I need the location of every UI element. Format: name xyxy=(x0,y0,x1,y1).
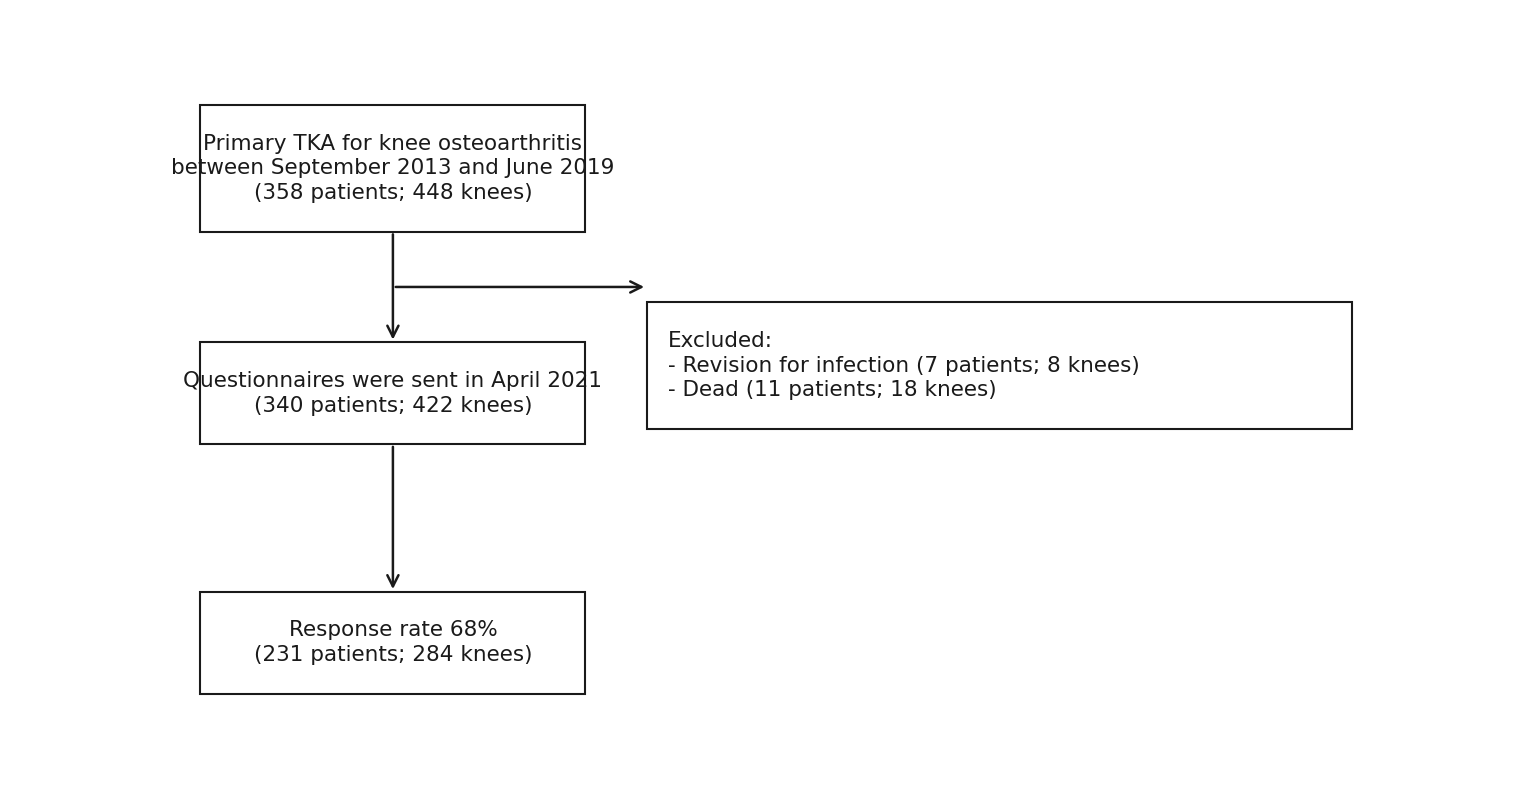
Text: - Dead (11 patients; 18 knees): - Dead (11 patients; 18 knees) xyxy=(668,380,996,400)
Text: between September 2013 and June 2019: between September 2013 and June 2019 xyxy=(171,158,614,178)
Text: (358 patients; 448 knees): (358 patients; 448 knees) xyxy=(254,183,532,203)
Text: Primary TKA for knee osteoarthritis: Primary TKA for knee osteoarthritis xyxy=(203,134,582,154)
Text: Response rate 68%: Response rate 68% xyxy=(289,620,497,640)
Text: Questionnaires were sent in April 2021: Questionnaires were sent in April 2021 xyxy=(183,370,602,390)
FancyBboxPatch shape xyxy=(646,302,1352,429)
Text: (231 patients; 284 knees): (231 patients; 284 knees) xyxy=(254,645,532,665)
FancyBboxPatch shape xyxy=(200,342,585,444)
FancyBboxPatch shape xyxy=(200,106,585,231)
Text: Excluded:: Excluded: xyxy=(668,330,773,350)
FancyBboxPatch shape xyxy=(200,592,585,694)
Text: (340 patients; 422 knees): (340 patients; 422 knees) xyxy=(254,396,532,416)
Text: - Revision for infection (7 patients; 8 knees): - Revision for infection (7 patients; 8 … xyxy=(668,355,1140,375)
